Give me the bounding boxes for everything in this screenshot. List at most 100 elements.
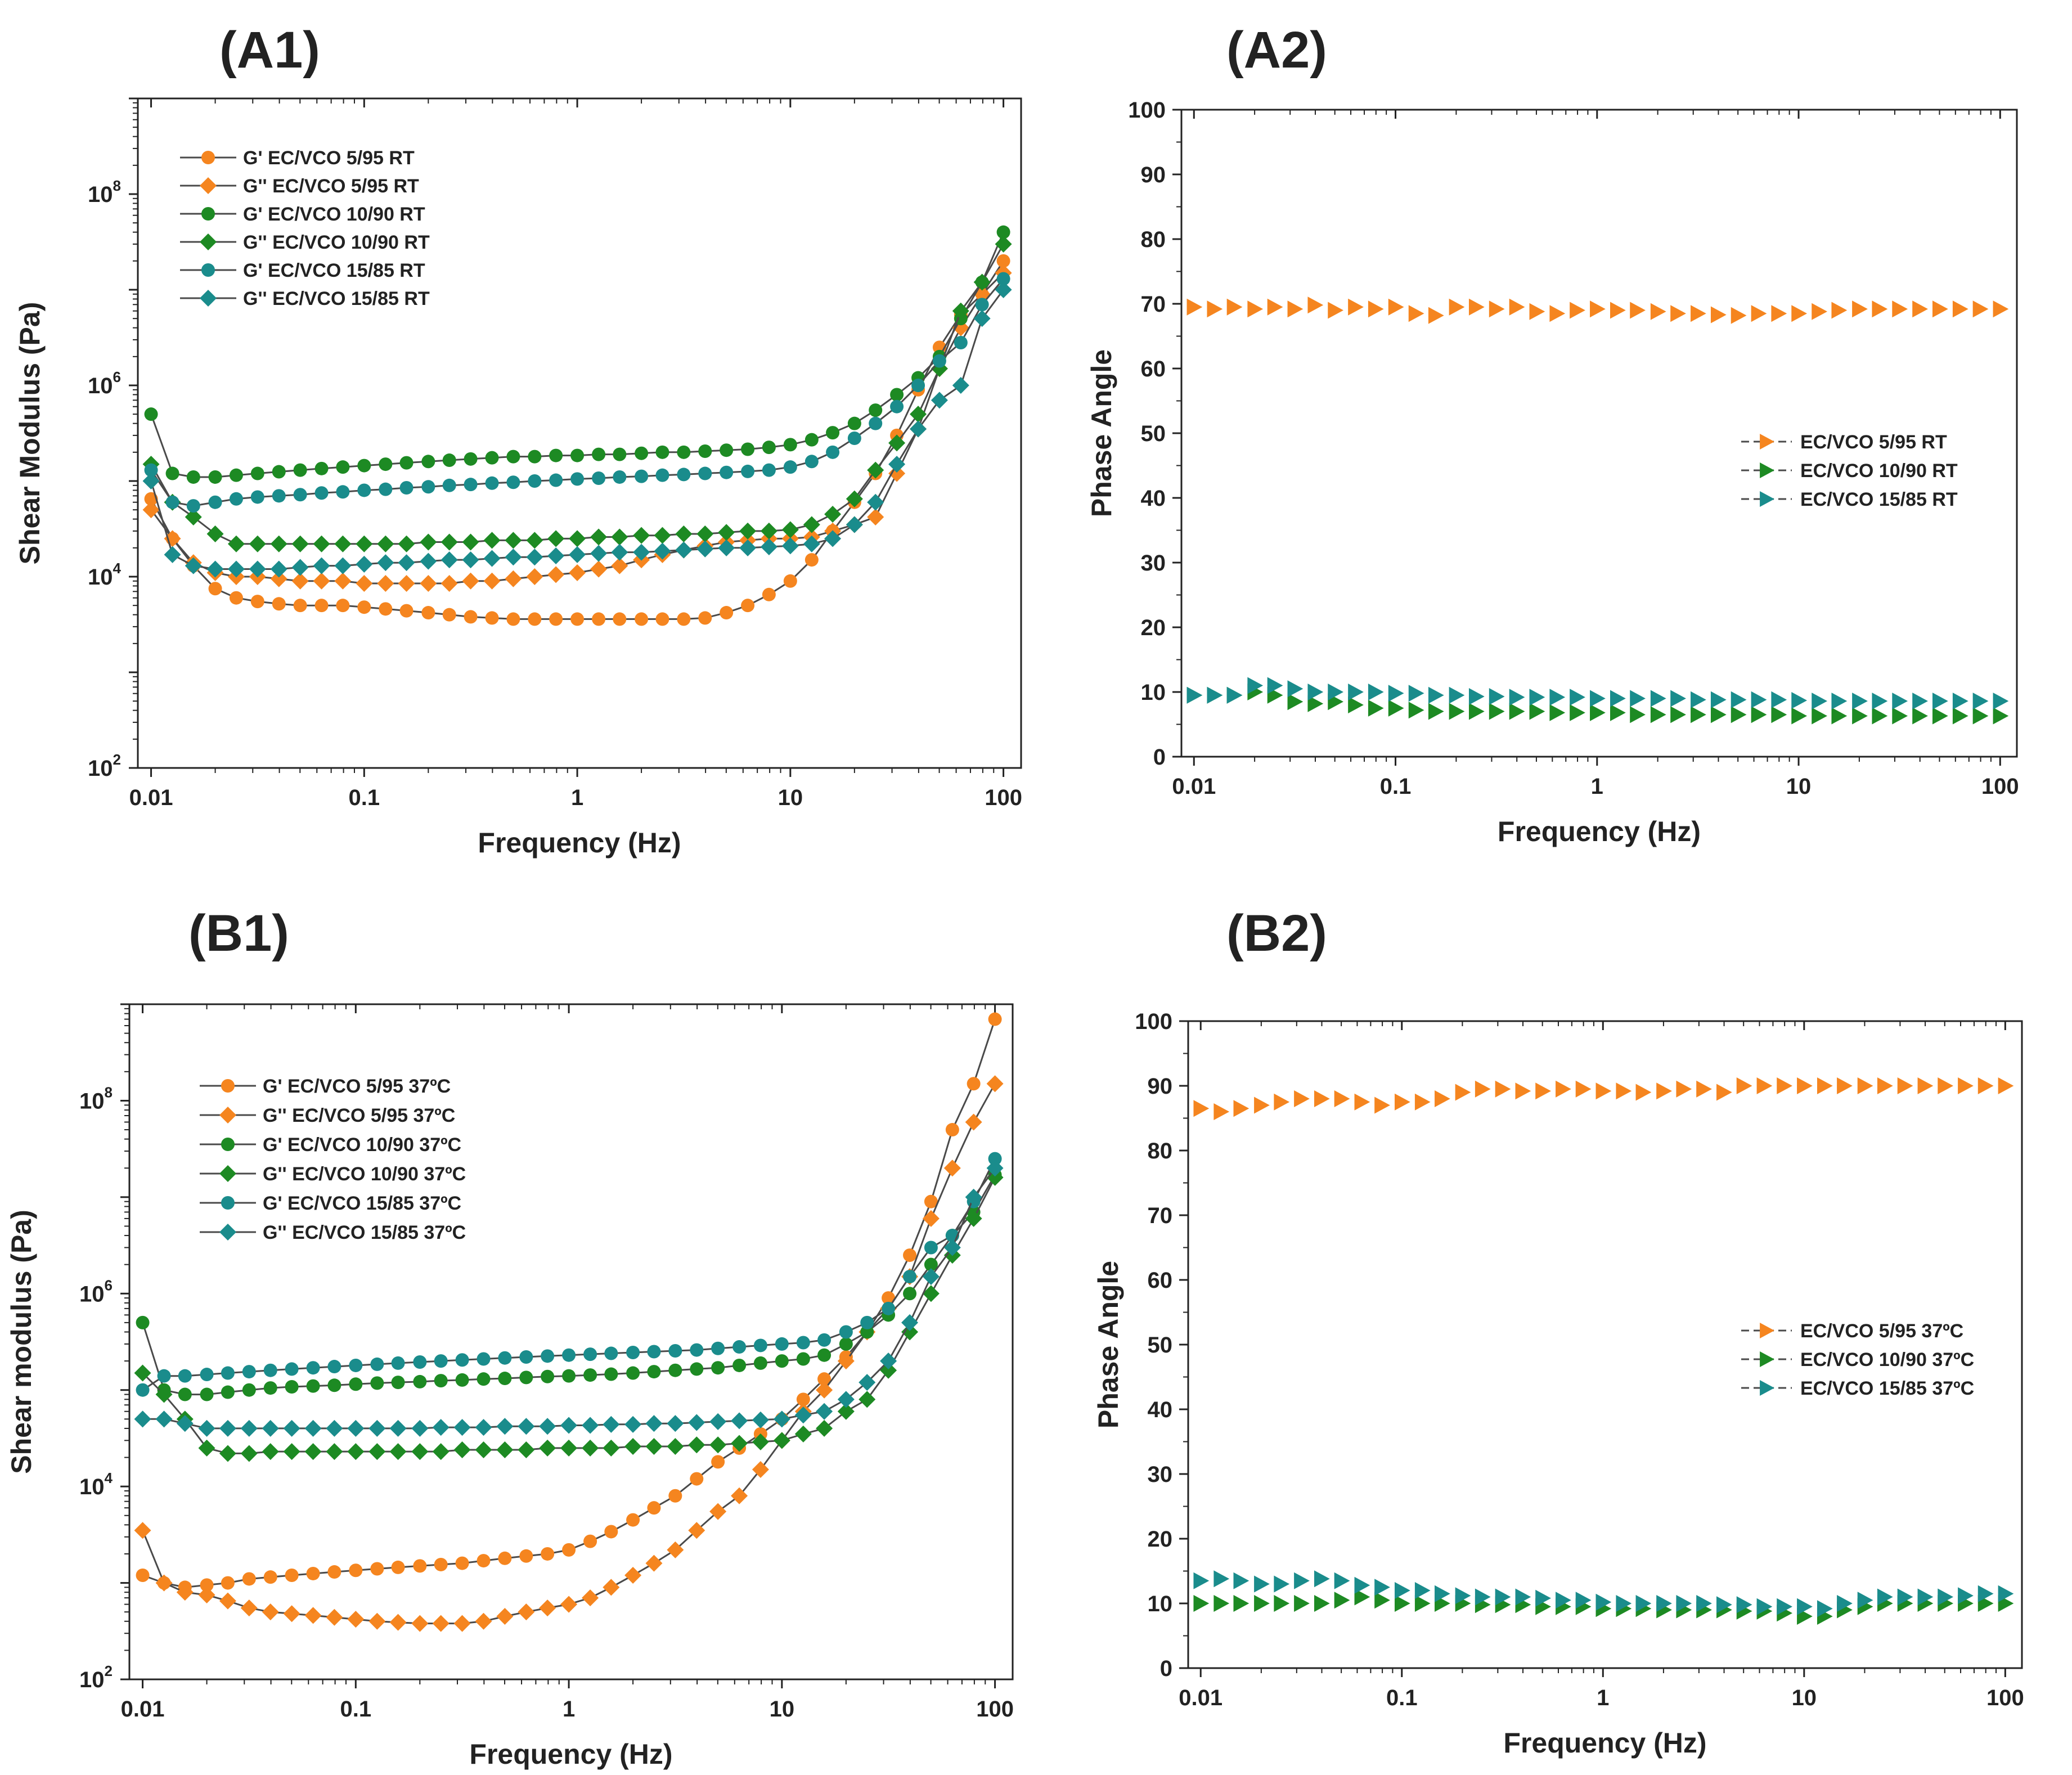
data-point xyxy=(624,1438,642,1455)
data-point xyxy=(817,1348,832,1362)
data-point xyxy=(613,470,627,484)
data-point xyxy=(1570,704,1585,721)
data-point xyxy=(526,568,543,585)
data-point xyxy=(1877,1077,1893,1094)
data-point xyxy=(379,602,393,616)
data-point xyxy=(208,470,222,484)
data-point xyxy=(421,606,435,620)
series-ec-vco-15-85-rt xyxy=(1186,677,2009,710)
y-axis-label: Shear modulus (Pa) xyxy=(6,1210,37,1474)
data-point xyxy=(262,1603,279,1621)
data-point xyxy=(760,522,777,540)
data-point xyxy=(1635,1595,1652,1612)
data-point xyxy=(155,1410,173,1428)
data-point xyxy=(1328,684,1343,700)
data-point xyxy=(1710,306,1727,323)
data-point xyxy=(826,426,840,440)
x-tick-label: 1 xyxy=(571,785,583,810)
data-point xyxy=(1771,305,1787,322)
data-point xyxy=(1233,1100,1250,1117)
data-point xyxy=(506,475,520,489)
data-point xyxy=(741,464,755,478)
y-tick-label: 0 xyxy=(1153,745,1166,770)
data-point xyxy=(753,1356,767,1370)
data-point xyxy=(413,1355,427,1369)
data-point xyxy=(1716,1596,1732,1614)
data-point xyxy=(1374,1579,1390,1596)
data-point xyxy=(453,1615,471,1632)
data-point xyxy=(611,528,628,546)
data-point xyxy=(1972,300,1989,318)
x-tick-label: 0.01 xyxy=(1179,1686,1222,1710)
data-point xyxy=(420,574,437,592)
data-point xyxy=(240,1599,258,1617)
data-point xyxy=(399,604,413,618)
data-point xyxy=(752,1411,769,1428)
data-point xyxy=(773,1432,790,1449)
series-g-ec-vco-5-95-37-c xyxy=(136,1012,1002,1594)
data-point xyxy=(219,1419,236,1437)
data-point xyxy=(477,1352,491,1366)
data-point xyxy=(1650,303,1666,320)
data-point xyxy=(1932,693,1948,710)
data-point xyxy=(1616,1082,1632,1100)
y-tick-base: 10 xyxy=(79,1475,105,1499)
x-tick-label: 1 xyxy=(1591,774,1603,799)
data-point xyxy=(711,1341,725,1355)
data-point xyxy=(1475,1080,1491,1098)
legend-label: EC/VCO 10/90 RT xyxy=(1800,460,1958,482)
plot-frame xyxy=(137,97,1022,769)
y-tick-base: 10 xyxy=(88,182,113,207)
data-point xyxy=(696,540,714,558)
legend-marker xyxy=(1760,1380,1774,1396)
data-point xyxy=(741,599,755,613)
data-point xyxy=(668,1344,682,1358)
data-point xyxy=(420,552,437,570)
data-point xyxy=(270,570,287,587)
x-axis-label: Frequency (Hz) xyxy=(478,827,681,859)
data-point xyxy=(293,599,307,613)
data-point xyxy=(1575,1080,1592,1098)
data-point xyxy=(1670,305,1686,322)
data-point xyxy=(1731,706,1747,724)
data-point xyxy=(1852,300,1868,318)
panel-b2-phase-angle-chart: (B2) 0.01 0.1 1 10 100 0 10 20 30 40 50 60 70 80 90 100 F… xyxy=(1093,905,2024,1759)
legend-label: G'' EC/VCO 5/95 37ºC xyxy=(263,1105,455,1126)
panel-a2-phase-angle-chart: (A2) 0.01 0.1 1 10 100 0 10 20 30 40 50 60 70 80 90 100 F… xyxy=(1086,21,2019,847)
data-point xyxy=(753,1338,767,1352)
data-point xyxy=(198,1586,215,1603)
legend: EC/VCO 5/95 37ºC EC/VCO 10/90 37ºC EC/VCO … xyxy=(1741,1320,1974,1399)
legend-marker xyxy=(219,1224,236,1241)
data-point xyxy=(240,1445,258,1462)
data-point xyxy=(1771,706,1787,724)
data-point xyxy=(368,1443,386,1461)
data-point xyxy=(464,478,478,492)
x-axis-label: Frequency (Hz) xyxy=(1498,816,1701,847)
data-point xyxy=(1193,1595,1210,1612)
data-point xyxy=(603,1439,620,1457)
y-tick-label: 30 xyxy=(1141,551,1166,576)
data-point xyxy=(219,1445,236,1462)
data-point xyxy=(647,1501,661,1515)
data-point xyxy=(837,1403,855,1420)
data-point xyxy=(1635,1084,1652,1101)
data-point xyxy=(399,456,413,470)
data-point xyxy=(1314,1090,1330,1107)
legend-marker xyxy=(200,290,217,307)
legend-label: G'' EC/VCO 15/85 RT xyxy=(243,288,430,309)
data-point xyxy=(464,452,478,466)
legend-label: G' EC/VCO 5/95 37ºC xyxy=(263,1076,451,1097)
data-point xyxy=(200,1387,214,1401)
legend-label: G'' EC/VCO 10/90 RT xyxy=(243,232,430,253)
data-point xyxy=(932,354,946,368)
data-point xyxy=(455,1353,469,1367)
data-point xyxy=(562,1348,576,1362)
data-point xyxy=(880,1352,897,1370)
data-point xyxy=(1837,1595,1853,1612)
legend-label: G'' EC/VCO 15/85 37ºC xyxy=(263,1222,466,1243)
data-point xyxy=(356,535,373,552)
data-point xyxy=(485,476,499,490)
data-point xyxy=(839,1337,853,1351)
data-point xyxy=(314,461,329,475)
data-point xyxy=(655,612,669,626)
